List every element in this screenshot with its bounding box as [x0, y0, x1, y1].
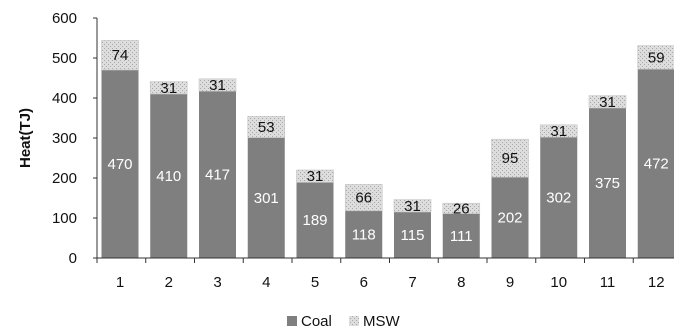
bar-coal: [296, 182, 334, 258]
y-tick-label: 200: [52, 170, 77, 187]
bar-coal: [101, 70, 139, 258]
bar-msw: [491, 138, 529, 178]
bar-msw: [637, 45, 674, 70]
bar-coal-value-label: 115: [401, 227, 425, 244]
bar-msw-value-label: 31: [307, 168, 324, 185]
bar-coal-value-label: 472: [644, 156, 669, 173]
bar-msw-value-label: 95: [502, 150, 519, 167]
legend-coal-label: Coal: [301, 313, 332, 330]
bar-coal: [491, 177, 529, 258]
y-tick-label: 400: [52, 90, 77, 107]
bar-msw-value-label: 53: [258, 119, 275, 136]
bar-msw: [198, 78, 237, 92]
y-tick-label: 0: [69, 250, 77, 267]
x-axis-ticks: 1 2 3 4 5 6 7 8 9 10 11 12: [96, 258, 665, 291]
bar-msw: [588, 95, 627, 109]
x-tick-label: 12: [648, 274, 665, 291]
y-tick-label: 600: [52, 10, 77, 27]
bar-coal-value-label: 118: [352, 226, 376, 243]
legend-msw-swatch: [349, 316, 359, 326]
bar-coal: [442, 213, 480, 258]
x-tick-label: 9: [506, 274, 514, 291]
bar-msw-value-label: 66: [355, 190, 372, 207]
x-tick-label: 4: [262, 274, 270, 291]
bar-msw-value-label: 31: [209, 77, 226, 94]
bar-coal: [150, 94, 188, 258]
bar-coal: [540, 137, 578, 258]
bar-coal: [589, 108, 626, 258]
bar-coal: [247, 137, 285, 258]
bar-msw-value-label: 31: [599, 94, 616, 111]
bar-msw-value-label: 31: [404, 198, 421, 215]
x-tick-label: 5: [311, 274, 319, 291]
bar-msw: [101, 40, 139, 71]
bar-coal: [345, 210, 383, 258]
bar-msw-value-label: 74: [112, 47, 129, 64]
bar-coal: [637, 69, 674, 258]
bar-msw-value-label: 59: [648, 49, 665, 66]
x-tick-label: 8: [457, 274, 465, 291]
x-tick-label: 11: [600, 274, 616, 291]
legend: Coal MSW: [287, 313, 401, 330]
bar-coal-value-label: 302: [546, 190, 571, 207]
bar-msw: [247, 116, 286, 138]
bar-msw-value-label: 26: [453, 200, 470, 217]
bar-msw-value-label: 31: [550, 123, 567, 140]
bar-coal: [199, 91, 236, 258]
bar-coal-value-label: 202: [497, 210, 522, 227]
bar-msw: [344, 184, 383, 212]
bar-msw: [296, 169, 334, 183]
y-tick-label: 300: [52, 130, 77, 147]
y-tick-label: 500: [52, 50, 77, 67]
y-axis-title: Heat(TJ): [17, 108, 34, 168]
bar-coal-value-label: 375: [595, 175, 620, 192]
x-tick-label: 3: [213, 274, 221, 291]
bar-msw: [539, 124, 578, 138]
bar-coal-value-label: 301: [254, 190, 279, 207]
bar-msw-value-label: 31: [160, 80, 177, 97]
bar-coal-value-label: 189: [302, 212, 327, 229]
x-tick-label: 10: [550, 274, 567, 291]
bars-layer: 470 74 410 31 417 31 301 53 189 31 118 66 115 31 111 26…: [101, 40, 674, 258]
x-tick-label: 1: [116, 274, 124, 291]
y-axis-ticks: 0 100 200 300 400 500 600: [52, 10, 97, 267]
x-tick-label: 2: [165, 274, 173, 291]
bar-msw: [149, 81, 188, 95]
x-tick-label: 7: [408, 274, 416, 291]
bar-coal-value-label: 410: [156, 168, 181, 185]
bar-coal-value-label: 111: [450, 228, 473, 245]
legend-coal-swatch: [287, 316, 297, 326]
y-tick-label: 100: [52, 210, 77, 227]
x-tick-label: 6: [360, 274, 368, 291]
bar-coal: [394, 212, 431, 258]
legend-msw-label: MSW: [363, 313, 401, 330]
bar-msw: [393, 199, 432, 213]
bar-coal-value-label: 470: [107, 156, 132, 173]
bar-msw: [442, 202, 481, 214]
bar-coal-value-label: 417: [205, 167, 230, 184]
